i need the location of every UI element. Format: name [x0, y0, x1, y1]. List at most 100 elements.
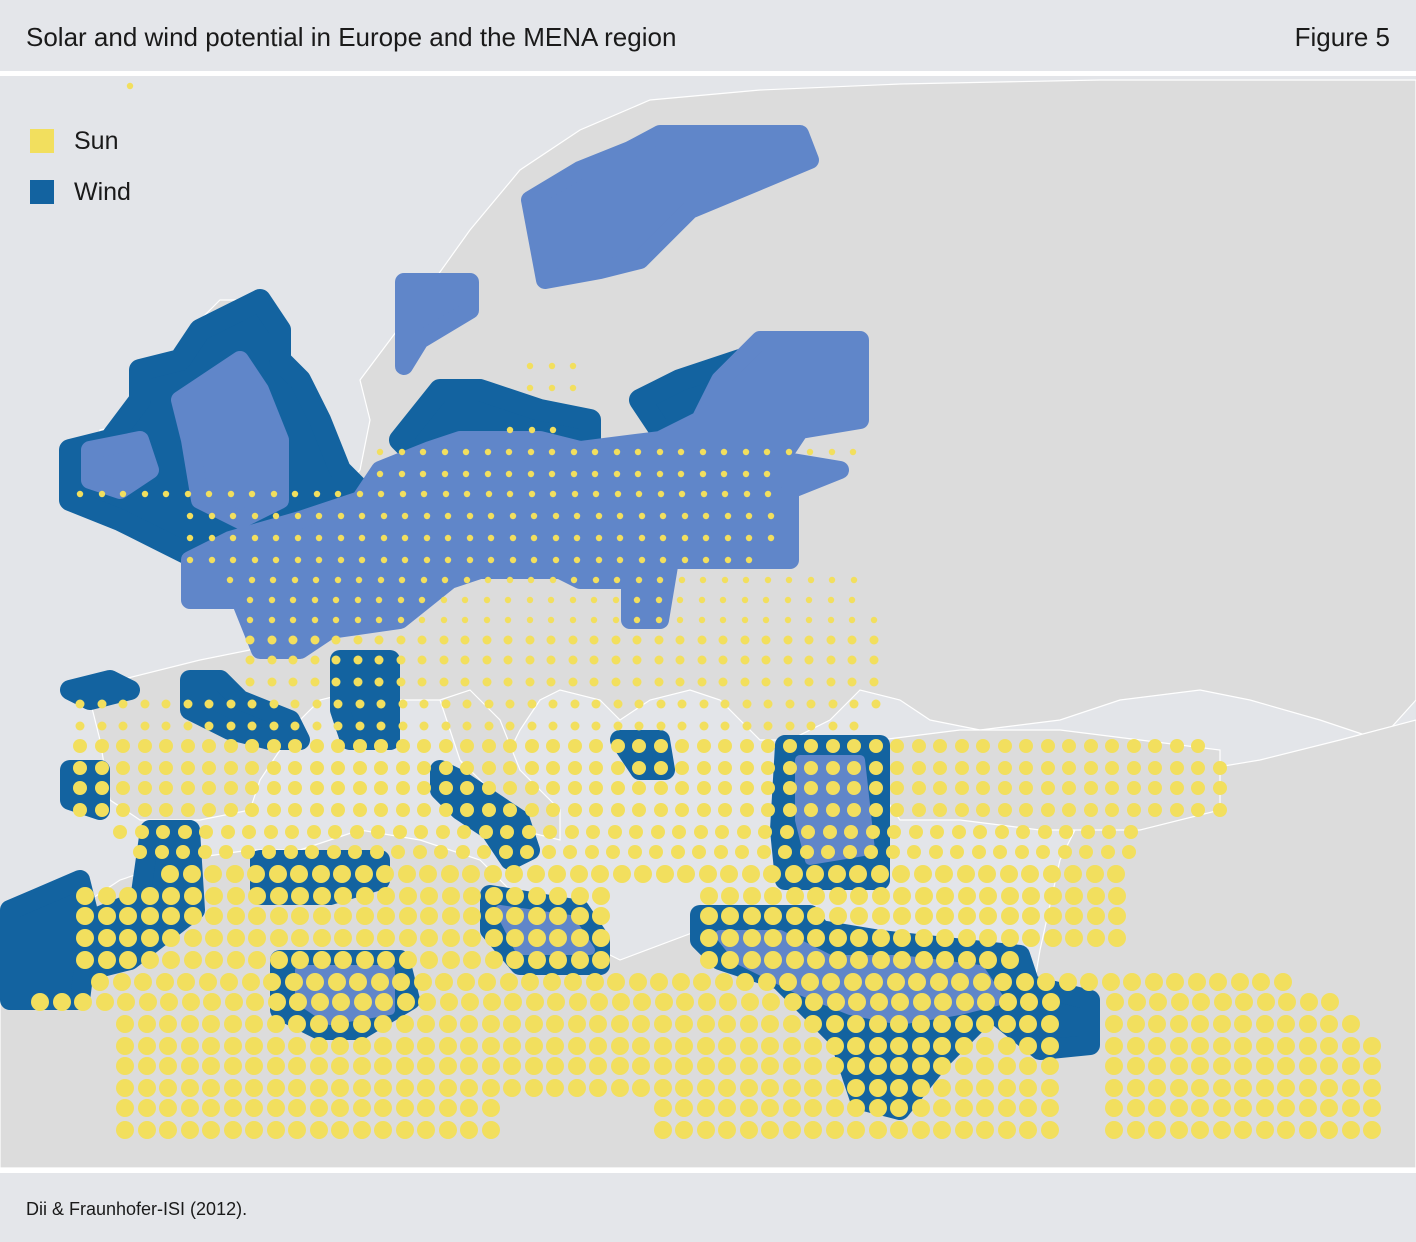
sun-dot: [1188, 973, 1206, 991]
sun-dot: [677, 448, 685, 456]
sun-dot: [1320, 1099, 1338, 1117]
sun-dot: [736, 973, 754, 991]
sun-dot: [509, 534, 517, 542]
sun-dot: [850, 951, 868, 969]
sun-dot: [377, 951, 395, 969]
sun-dot: [827, 993, 845, 1011]
sun-dot: [506, 929, 524, 947]
sun-dot: [331, 635, 341, 645]
sun-dot: [1019, 781, 1033, 795]
sun-dot: [503, 739, 517, 753]
sun-dot: [611, 1079, 629, 1097]
sun-dot: [547, 993, 565, 1011]
sun-dot: [719, 616, 727, 624]
sun-dot: [638, 556, 646, 564]
map-svg: [0, 79, 1416, 1168]
sun-dot: [460, 1121, 478, 1139]
sun-dot: [526, 596, 534, 604]
sun-dot: [398, 699, 408, 709]
sun-dot: [915, 907, 933, 925]
sun-dot: [177, 973, 195, 991]
sun-dot: [1192, 993, 1210, 1011]
sun-dot: [482, 677, 492, 687]
sun-dot: [785, 448, 793, 456]
sun-dot: [740, 781, 754, 795]
sun-dot: [525, 1015, 543, 1033]
sun-dot: [487, 556, 495, 564]
sun-dot: [977, 993, 995, 1011]
sun-dot: [847, 655, 857, 665]
sun-dot: [1019, 761, 1033, 775]
sun-dot: [245, 761, 259, 775]
sun-dot: [635, 576, 643, 584]
sun-dot: [1363, 1057, 1381, 1075]
sun-dot: [374, 1079, 392, 1097]
sun-dot: [479, 825, 493, 839]
sun-dot: [227, 929, 245, 947]
sun-dot: [141, 951, 159, 969]
sun-dot: [482, 781, 496, 795]
sun-dot: [248, 907, 266, 925]
sun-dot: [420, 576, 428, 584]
sun-dot: [1042, 993, 1060, 1011]
sun-dot: [763, 470, 771, 478]
sun-dot: [485, 490, 493, 498]
sun-dot: [764, 490, 772, 498]
sun-dot: [718, 803, 732, 817]
sun-dot: [866, 825, 880, 839]
sun-dot: [1299, 1079, 1317, 1097]
sun-dot: [97, 721, 107, 731]
sun-dot: [313, 887, 331, 905]
sun-dot: [353, 1121, 371, 1139]
sun-dot: [160, 993, 178, 1011]
sun-dot: [98, 887, 116, 905]
sun-dot: [1019, 1079, 1037, 1097]
sun-dot: [1148, 761, 1162, 775]
sun-dot: [571, 951, 589, 969]
sun-dot: [632, 761, 646, 775]
sun-dot: [417, 677, 427, 687]
sun-dot: [461, 596, 469, 604]
sun-dot: [546, 677, 556, 687]
wind-scandinavia: [395, 125, 819, 375]
sun-dot: [681, 556, 689, 564]
sun-dot: [178, 825, 192, 839]
sun-dot: [460, 1099, 478, 1117]
sun-dot: [654, 781, 668, 795]
sun-dot: [1191, 739, 1205, 753]
sun-dot: [933, 1121, 951, 1139]
sun-dot: [227, 951, 245, 969]
sun-dot: [1084, 803, 1098, 817]
sun-dot: [396, 677, 406, 687]
sun-dot: [203, 993, 221, 1011]
sun-dot: [570, 448, 578, 456]
sun-dot: [181, 1121, 199, 1139]
sun-dot: [331, 803, 345, 817]
sun-dot: [1166, 973, 1184, 991]
sun-dot: [506, 576, 514, 584]
sun-dot: [1041, 781, 1055, 795]
sun-dot: [638, 512, 646, 520]
sun-dot: [654, 655, 664, 665]
sun-dot: [589, 781, 603, 795]
sun-dot: [912, 1099, 930, 1117]
sun-dot: [462, 470, 470, 478]
sun-dot: [162, 907, 180, 925]
sun-dot: [1252, 973, 1270, 991]
sun-dot: [262, 845, 276, 859]
sun-dot: [767, 534, 775, 542]
sun-dot: [700, 929, 718, 947]
sun-dot: [611, 635, 621, 645]
sun-dot: [783, 803, 797, 817]
sun-dot: [934, 993, 952, 1011]
sun-dot: [869, 739, 883, 753]
sun-dot: [1277, 1079, 1295, 1097]
sun-dot: [1320, 1079, 1338, 1097]
sun-dot: [1213, 1015, 1231, 1033]
sun-dot: [569, 596, 577, 604]
sun-dot: [826, 1037, 844, 1055]
sun-dot: [585, 845, 599, 859]
sun-dot: [740, 1079, 758, 1097]
sun-dot: [374, 1099, 392, 1117]
sun-dot: [414, 825, 428, 839]
